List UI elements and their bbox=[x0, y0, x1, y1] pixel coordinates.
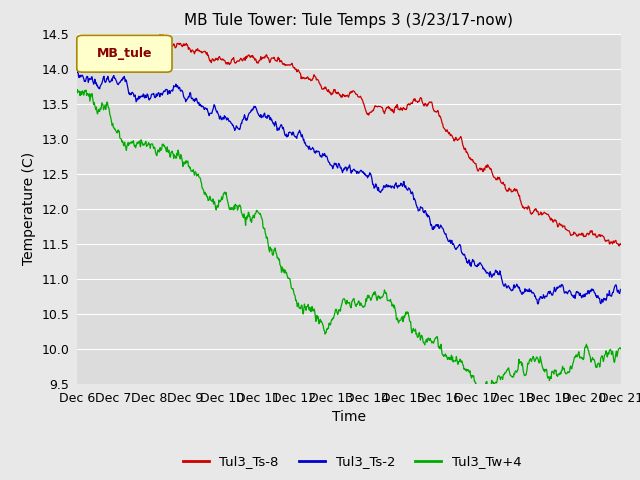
X-axis label: Time: Time bbox=[332, 410, 366, 424]
FancyBboxPatch shape bbox=[77, 36, 172, 72]
Text: MB_tule: MB_tule bbox=[97, 47, 152, 60]
Legend: Tul3_Ts-8, Tul3_Ts-2, Tul3_Tw+4: Tul3_Ts-8, Tul3_Ts-2, Tul3_Tw+4 bbox=[177, 450, 527, 473]
Y-axis label: Temperature (C): Temperature (C) bbox=[22, 152, 36, 265]
Title: MB Tule Tower: Tule Temps 3 (3/23/17-now): MB Tule Tower: Tule Temps 3 (3/23/17-now… bbox=[184, 13, 513, 28]
